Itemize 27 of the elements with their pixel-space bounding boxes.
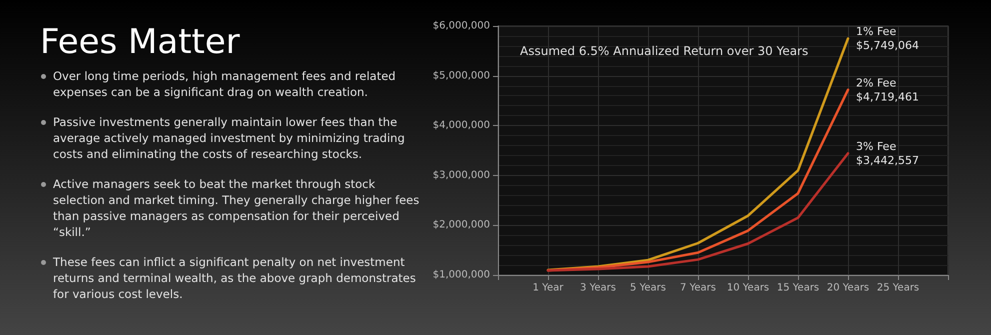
text: Assumed 6.5% Annualized Return over 30 Years	[520, 44, 808, 58]
y-tick-label: $1,000,000	[432, 270, 490, 280]
series-label: 1% Fee	[856, 24, 896, 38]
x-tick-label: 7 Years	[680, 282, 716, 294]
y-tick-label: $2,000,000	[432, 220, 490, 231]
data-label: $4,719,461	[856, 90, 919, 104]
data-label: $5,749,064	[856, 38, 919, 52]
y-tick-label: $3,000,000	[432, 170, 490, 181]
x-tick-label: 20 Years	[826, 282, 870, 294]
line-series	[546, 152, 850, 272]
series-label: 2% Fee	[856, 76, 896, 90]
text: Active managers seek to beat the market through stock selection and market timing. They generally charge higher fees than passive managers as compensation for their perceived “skill.”	[52, 176, 420, 240]
x-tick-label: 10 Years	[726, 282, 770, 294]
text: Passive investments generally maintain lower fees than the average actively managed investment by minimizing trading costs and eliminating the costs of researching stocks.	[52, 114, 406, 162]
text: These fees can inflict a significant penalty on net investment returns and terminal wealth, as the above graph demonstrates for various cost levels.	[52, 254, 417, 302]
text: Over long time periods, high management fees and related expenses can be a significant drag on wealth creation.	[52, 68, 397, 100]
x-tick-label: 3 Years	[580, 282, 616, 294]
y-tick-label: $5,000,000	[432, 70, 490, 82]
data-label: $3,442,557	[856, 154, 919, 167]
text: Fees Matter	[40, 22, 240, 62]
x-tick-label: 5 Years	[630, 282, 666, 294]
y-tick-label: $4,000,000	[432, 120, 490, 132]
x-tick-label: 25 Years	[876, 282, 920, 294]
x-tick-label: 1 Year	[532, 282, 564, 294]
y-tick-label: $6,000,000	[432, 20, 490, 32]
series-label: 3% Fee	[856, 140, 896, 153]
x-tick-label: 15 Years	[776, 282, 820, 294]
